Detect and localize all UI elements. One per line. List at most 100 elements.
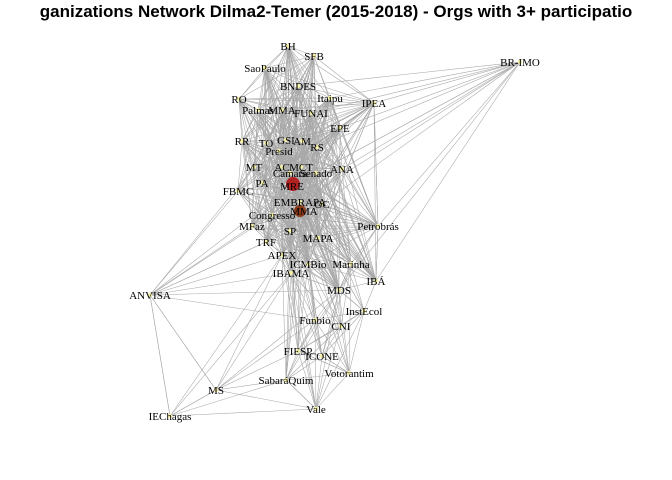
network-edge <box>297 85 375 104</box>
network-node <box>295 83 301 89</box>
network-node <box>262 65 268 71</box>
network-edge <box>169 408 317 417</box>
network-node <box>338 323 344 329</box>
node-label: Votorantim <box>324 368 374 380</box>
node-label: MMA <box>268 105 296 117</box>
network-edge <box>238 98 340 291</box>
network-edge <box>350 263 365 312</box>
network-edge <box>241 140 379 227</box>
node-label: Senado <box>300 168 333 180</box>
network-edge <box>321 325 342 357</box>
network-edge <box>238 45 289 100</box>
network-edge <box>237 140 243 192</box>
node-label: MFaz <box>239 221 265 233</box>
network-edge <box>281 102 375 111</box>
node-label: IPEA <box>362 98 387 110</box>
network-edge <box>257 109 341 129</box>
network-node <box>311 53 317 59</box>
network-edge <box>281 109 379 227</box>
node-label: RS <box>310 142 323 154</box>
network-edge <box>285 289 340 381</box>
network-edge <box>299 201 316 321</box>
network-edge <box>149 190 239 296</box>
network-node <box>312 317 318 323</box>
node-label: MRE <box>280 181 304 193</box>
network-edge <box>215 272 292 391</box>
network-node <box>371 100 377 106</box>
network-edge <box>307 263 342 327</box>
network-edge <box>238 98 303 142</box>
network-edge <box>341 61 521 170</box>
network-edge <box>251 225 319 239</box>
network-edge <box>314 319 317 410</box>
network-edge <box>237 190 340 291</box>
node-label: AC <box>274 162 289 174</box>
network-edge <box>241 109 259 142</box>
network-edge <box>339 61 521 129</box>
network-edge <box>297 350 323 357</box>
network-node <box>348 261 354 267</box>
network-edge <box>321 203 352 265</box>
node-label: BNDES <box>280 81 316 93</box>
network-edge <box>297 350 317 410</box>
node-label: RR <box>235 136 250 148</box>
network-edge <box>338 289 342 327</box>
network-edge <box>290 210 305 274</box>
nodes-layer <box>147 43 523 419</box>
network-edge <box>265 109 283 144</box>
network-edge <box>297 61 521 87</box>
network-edge <box>251 172 317 227</box>
network-edge <box>310 61 521 114</box>
network-edge <box>373 102 377 282</box>
node-label: TO <box>259 138 274 150</box>
network-edge <box>238 98 375 104</box>
node-label: IEChagas <box>149 411 192 423</box>
node-label: BH <box>280 41 295 53</box>
network-edge <box>297 201 301 352</box>
network-edge <box>257 109 273 216</box>
network-edge <box>338 127 341 291</box>
network-node <box>346 370 352 376</box>
network-edge <box>251 142 267 227</box>
network-edge <box>315 172 377 282</box>
network-edge <box>253 142 267 168</box>
node-label: PA <box>255 178 268 190</box>
network-edge <box>278 127 341 152</box>
network-edge <box>253 102 375 168</box>
network-edge <box>338 61 521 291</box>
node-label: APEX <box>268 250 297 262</box>
network-edge <box>301 140 318 148</box>
network-edge <box>251 225 309 265</box>
network-edge <box>291 185 379 227</box>
network-edge <box>300 166 340 291</box>
network-edge <box>281 254 292 274</box>
network-node <box>251 164 257 170</box>
network-edge <box>310 102 375 114</box>
network-edge <box>315 325 342 410</box>
network-edge <box>289 230 316 321</box>
network-node <box>285 43 291 49</box>
network-edge <box>241 109 283 142</box>
node-label: IBAMA <box>273 268 310 280</box>
network-edge <box>265 140 303 144</box>
node-label: AM <box>293 136 311 148</box>
network-edge <box>253 166 291 174</box>
network-edge <box>281 254 299 352</box>
network-edge <box>237 140 303 192</box>
node-label: ANA <box>330 164 354 176</box>
network-edge <box>341 168 379 227</box>
network-edge <box>303 168 343 212</box>
network-edge <box>253 166 273 216</box>
node-label: TRF <box>256 237 276 249</box>
network-edge <box>237 45 289 192</box>
network-edge <box>299 201 323 205</box>
network-edge <box>278 146 318 152</box>
network-edge <box>253 166 267 243</box>
network-edge <box>169 389 217 417</box>
network-edge <box>321 263 352 357</box>
network-edge <box>241 102 375 142</box>
network-edge <box>340 263 352 327</box>
network-edge <box>271 214 292 274</box>
network-edge <box>285 139 303 142</box>
